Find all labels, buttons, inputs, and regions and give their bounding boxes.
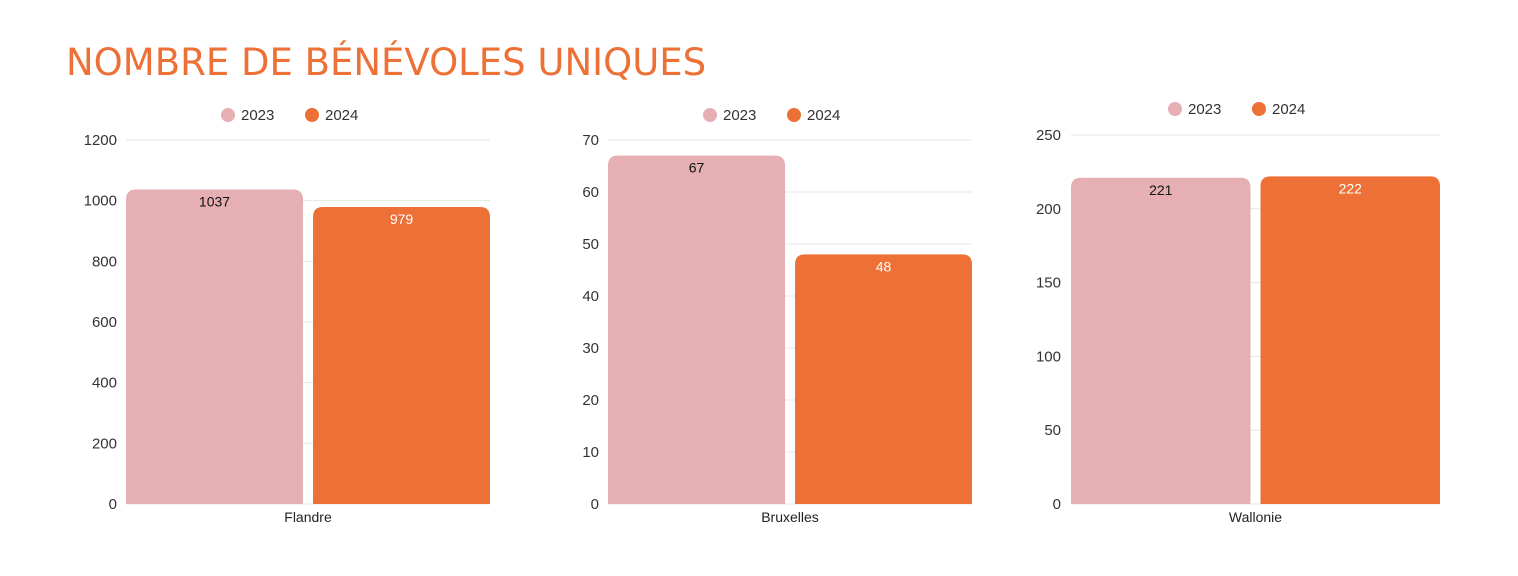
- bar-2024: [313, 207, 490, 504]
- x-category-label: Bruxelles: [761, 509, 819, 525]
- y-tick-label: 50: [582, 236, 599, 253]
- y-tick-label: 50: [1044, 422, 1061, 439]
- y-tick-label: 0: [109, 496, 117, 513]
- y-tick-label: 200: [1036, 201, 1061, 218]
- data-label: 1037: [199, 193, 230, 209]
- y-tick-label: 1000: [84, 193, 117, 210]
- bar-2024: [795, 254, 972, 504]
- legend-label-2024: 2024: [1272, 101, 1305, 118]
- data-label: 48: [876, 258, 892, 274]
- y-tick-label: 250: [1036, 127, 1061, 144]
- y-tick-label: 20: [582, 392, 599, 409]
- legend-label-2023: 2023: [241, 107, 274, 124]
- bar-2023: [1071, 177, 1251, 504]
- y-tick-label: 400: [92, 375, 117, 392]
- legend-marker-2024: [1252, 102, 1266, 116]
- bar-2024: [1260, 176, 1440, 504]
- legend-label-2023: 2023: [1188, 101, 1221, 118]
- y-tick-label: 800: [92, 253, 117, 270]
- legend-marker-2023: [703, 108, 717, 122]
- x-category-label: Wallonie: [1229, 509, 1282, 525]
- y-tick-label: 200: [92, 435, 117, 452]
- legend-label-2024: 2024: [325, 107, 358, 124]
- y-tick-label: 30: [582, 340, 599, 357]
- y-tick-label: 40: [582, 288, 599, 305]
- bar-2023: [126, 189, 303, 504]
- legend-marker-2023: [221, 108, 235, 122]
- y-tick-label: 150: [1036, 275, 1061, 292]
- legend-label-2023: 2023: [723, 107, 756, 124]
- y-tick-label: 60: [582, 184, 599, 201]
- y-tick-label: 70: [582, 132, 599, 149]
- data-label: 222: [1339, 180, 1363, 196]
- page-title: NOMBRE DE BÉNÉVOLES UNIQUES: [66, 41, 707, 84]
- y-tick-label: 600: [92, 314, 117, 331]
- y-tick-label: 0: [1053, 496, 1061, 513]
- legend-marker-2023: [1168, 102, 1182, 116]
- data-label: 979: [390, 211, 414, 227]
- y-tick-label: 10: [582, 444, 599, 461]
- data-label: 221: [1149, 182, 1173, 198]
- legend-marker-2024: [787, 108, 801, 122]
- legend-label-2024: 2024: [807, 107, 840, 124]
- y-tick-label: 100: [1036, 348, 1061, 365]
- bar-2023: [608, 155, 785, 504]
- y-tick-label: 1200: [84, 132, 117, 149]
- y-tick-label: 0: [591, 496, 599, 513]
- data-label: 67: [689, 160, 705, 176]
- x-category-label: Flandre: [284, 509, 332, 525]
- legend-marker-2024: [305, 108, 319, 122]
